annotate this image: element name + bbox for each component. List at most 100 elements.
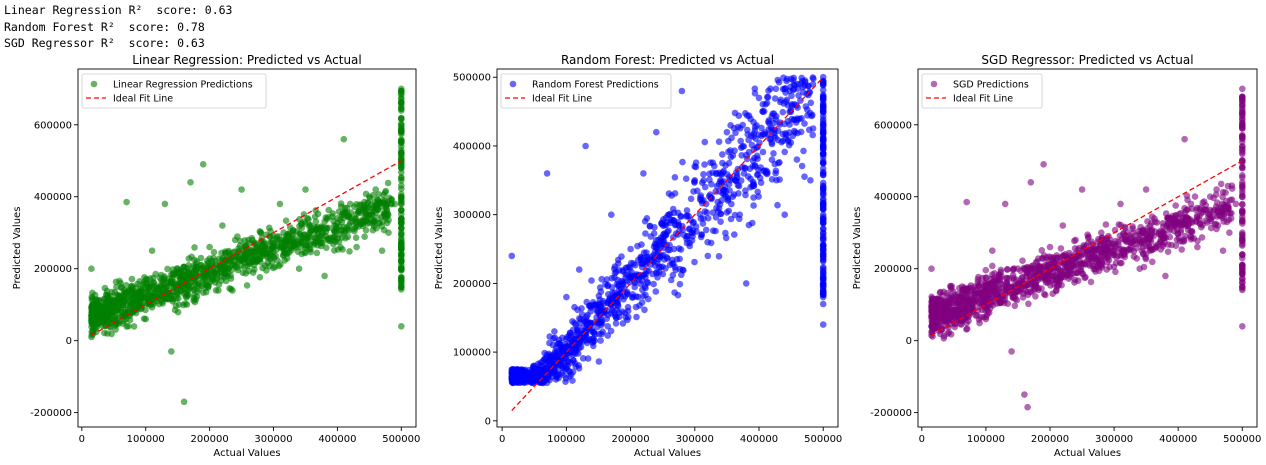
scatter-point: [678, 87, 686, 95]
scatter-point: [276, 200, 284, 208]
scatter-point: [204, 257, 211, 265]
scatter-point: [750, 202, 757, 209]
scatter-point: [725, 159, 733, 167]
scatter-point: [750, 133, 757, 140]
scatter-point: [819, 171, 827, 179]
scatter-point: [700, 177, 707, 184]
ideal-fit-line: [511, 76, 824, 411]
scatter-point: [982, 266, 990, 274]
scatter-point: [180, 398, 188, 406]
scatter-point: [325, 237, 332, 244]
scatter-point: [715, 252, 723, 260]
x-axis-label: Actual Values: [1054, 448, 1121, 459]
scatter-point: [160, 284, 167, 292]
scatter-point: [781, 211, 788, 218]
scatter-point: [635, 293, 642, 301]
scatter-point: [1065, 265, 1073, 273]
scatter-point: [819, 281, 827, 289]
scatter-point: [272, 235, 280, 243]
scatter-point: [266, 233, 274, 240]
scatter-point: [819, 128, 827, 136]
scatter-point: [244, 262, 251, 270]
scatter-point: [177, 288, 184, 295]
scatter-point: [210, 248, 218, 256]
scatter-point: [282, 233, 290, 240]
scatter-point: [157, 271, 165, 279]
scatter-point: [733, 171, 741, 179]
scatter-point: [598, 275, 605, 283]
scatter-point: [682, 175, 690, 182]
scatter-point: [398, 252, 405, 260]
scatter-point: [1014, 288, 1021, 295]
scatter-point: [722, 229, 729, 237]
scatter-point: [1206, 215, 1214, 222]
legend-box: [81, 73, 267, 109]
scatter-point: [742, 187, 749, 194]
scatter-point: [597, 288, 605, 296]
scatter-point: [257, 229, 265, 236]
scatter-point: [398, 229, 405, 236]
scatter-point: [398, 115, 405, 122]
scatter-point: [197, 262, 205, 269]
scatter-point: [550, 335, 557, 342]
y-tick-label: 0: [906, 336, 912, 347]
scatter-point: [1207, 224, 1215, 232]
scatter-point: [575, 266, 583, 273]
x-tick-label: 0: [499, 434, 505, 445]
scatter-point: [1057, 268, 1064, 276]
scatter-point: [653, 128, 660, 136]
legend-marker: [509, 80, 517, 88]
scatter-point: [770, 110, 778, 117]
scatter-point: [971, 291, 978, 299]
scatter-point: [1239, 193, 1246, 200]
scatter-point: [965, 317, 972, 325]
scatter-point: [1214, 209, 1222, 216]
scatter-point: [649, 270, 656, 278]
scatter-point: [765, 87, 772, 94]
scatter-point: [112, 326, 119, 333]
scatter-point: [1040, 161, 1047, 168]
scatter-point: [700, 215, 707, 222]
scatter-point: [1019, 257, 1026, 265]
scatter-point: [512, 370, 519, 378]
plot-area: [928, 85, 1246, 411]
scatter-point: [304, 242, 311, 250]
scatter-point: [295, 265, 303, 273]
scatter-point: [989, 247, 996, 254]
scatter-point: [819, 245, 827, 253]
scatter-point: [1180, 236, 1188, 243]
scatter-point: [1003, 274, 1010, 282]
scatter-point: [551, 328, 558, 335]
scatter-point: [103, 304, 111, 312]
scatter-point: [1054, 254, 1061, 262]
scatter-point: [788, 115, 795, 123]
scatter-point: [578, 311, 586, 318]
scatter-point: [1037, 272, 1045, 279]
scatter-point: [548, 351, 555, 359]
scatter-point: [1239, 146, 1246, 154]
scatter-point: [750, 118, 757, 126]
scatter-point: [361, 233, 368, 240]
scatter-point: [1056, 278, 1064, 285]
axes-frame: [77, 68, 417, 428]
scatter-point: [248, 234, 255, 242]
scatter-point: [129, 308, 137, 316]
scatter-point: [274, 257, 281, 264]
scatter-point: [1121, 250, 1128, 258]
scatter-point: [1171, 220, 1178, 228]
scatter-point: [1239, 133, 1246, 140]
scatter-point: [169, 271, 177, 279]
scatter-point: [589, 339, 596, 346]
scatter-point: [1142, 236, 1149, 243]
scatter-point: [1183, 213, 1190, 221]
scatter-point: [963, 306, 970, 313]
scatter-point: [231, 258, 239, 265]
scatter-point: [338, 218, 346, 226]
scatter-point: [117, 280, 124, 287]
scatter-point: [353, 243, 360, 251]
scatter-point: [120, 301, 127, 309]
scatter-point: [530, 362, 538, 370]
scatter-point: [644, 254, 651, 262]
scatter-point: [802, 103, 810, 110]
scatter-point: [641, 306, 648, 314]
